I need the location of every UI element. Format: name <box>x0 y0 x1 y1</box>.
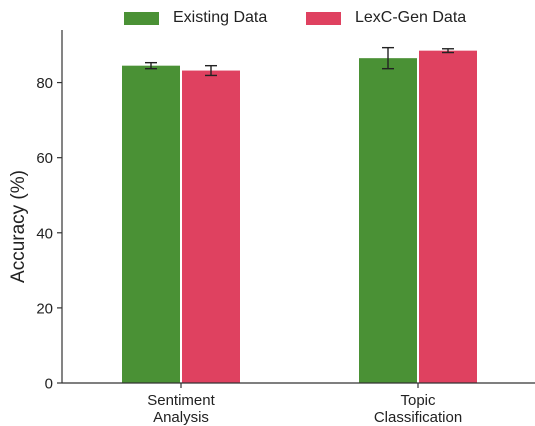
y-tick-label: 60 <box>36 150 53 167</box>
y-axis: 0 20 40 60 80 <box>36 30 63 393</box>
legend-swatch-existing-data <box>124 11 159 25</box>
bars-group <box>122 50 477 384</box>
legend-item-existing-data: Existing Data <box>124 6 267 30</box>
legend-item-lexc-gen-data: LexC-Gen Data <box>306 6 466 30</box>
legend-swatch-lexc-gen-data <box>306 11 341 25</box>
bar <box>182 70 240 384</box>
error-bars-group <box>145 46 454 77</box>
y-tick-label: 0 <box>45 376 53 393</box>
y-tick-label: 40 <box>36 225 53 242</box>
bar <box>122 65 180 383</box>
y-axis-title: Accuracy (%) <box>8 170 29 283</box>
bar <box>419 50 477 383</box>
x-tick-label: Classification <box>374 409 462 426</box>
legend: Existing Data LexC-Gen Data <box>0 6 535 30</box>
legend-label-existing-data: Existing Data <box>173 9 268 26</box>
x-tick-label: Analysis <box>153 409 209 426</box>
y-tick-label: 20 <box>36 300 53 317</box>
x-tick-label: Sentiment <box>147 392 215 409</box>
x-tick-label: Topic <box>400 392 436 409</box>
bar <box>359 58 417 384</box>
y-tick-label: 80 <box>36 75 53 92</box>
legend-label-lexc-gen-data: LexC-Gen Data <box>355 9 467 26</box>
